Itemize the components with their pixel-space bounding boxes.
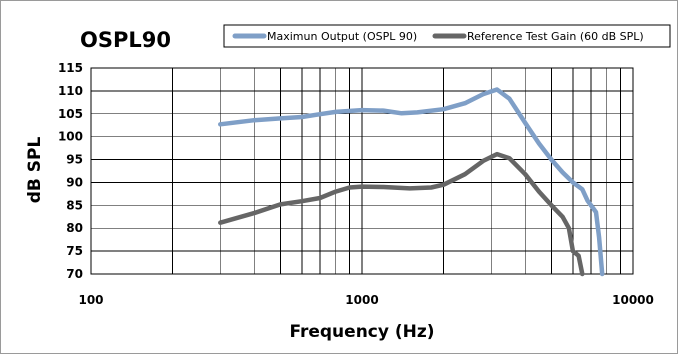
x-tick-label: 10000 [612, 293, 654, 307]
chart-grid [90, 67, 634, 275]
chart-legend: Maximun Output (OSPL 90) Reference Test … [223, 24, 671, 48]
x-tick-label: 100 [78, 293, 103, 307]
legend-label-maximum-output: Maximun Output (OSPL 90) [267, 30, 417, 43]
x-axis-ticks: 100 1000 10000 [78, 293, 653, 307]
x-tick-label: 1000 [345, 293, 378, 307]
x-axis-title: Frequency (Hz) [289, 322, 434, 342]
y-tick-label: 80 [66, 221, 83, 235]
chart-series [218, 87, 605, 277]
y-tick-label: 105 [58, 107, 83, 121]
chart-title: OSPL90 [80, 28, 171, 52]
y-tick-label: 110 [58, 84, 83, 98]
y-tick-label: 115 [58, 61, 83, 75]
series-line-1 [218, 151, 585, 277]
legend-label-reference-test-gain: Reference Test Gain (60 dB SPL) [467, 30, 644, 43]
y-tick-label: 100 [58, 130, 83, 144]
series-line-0 [218, 87, 605, 277]
y-axis-ticks: 70 75 80 85 90 95 100 105 110 115 [58, 61, 83, 281]
y-axis-title: dB SPL [25, 137, 45, 204]
y-tick-label: 70 [66, 267, 83, 281]
y-tick-label: 75 [66, 244, 83, 258]
y-tick-label: 85 [66, 198, 83, 212]
y-tick-label: 95 [66, 153, 83, 167]
y-tick-label: 90 [66, 175, 83, 189]
